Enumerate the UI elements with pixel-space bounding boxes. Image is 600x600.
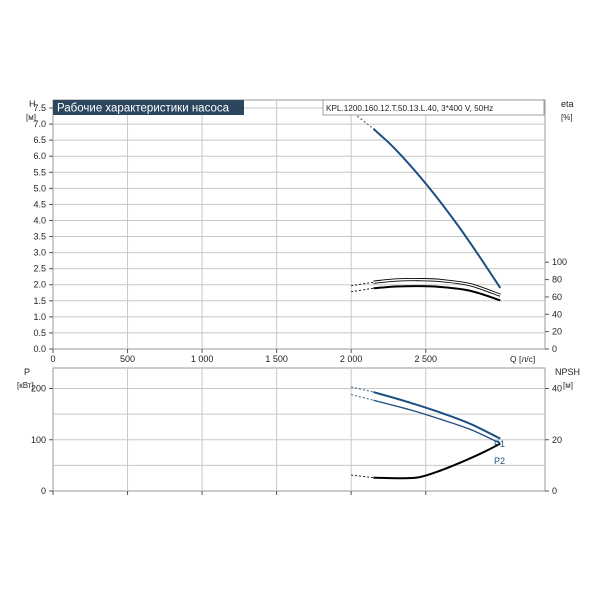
chart-title: Рабочие характеристики насоса — [57, 103, 230, 115]
right-tick-label: 20 — [552, 327, 562, 337]
eta-axis-label: eta — [561, 99, 574, 109]
right-tick-label: 40 — [552, 384, 562, 394]
y-tick-label: 7.5 — [33, 103, 46, 113]
y-tick-label: 6.0 — [33, 151, 46, 161]
p-axis-label: P — [24, 367, 30, 377]
p2-series-label: P2 — [494, 456, 505, 466]
title-background — [53, 100, 244, 115]
y-tick-label: 3.0 — [33, 248, 46, 258]
y-tick-label: 2.0 — [33, 280, 46, 290]
right-tick-label: 40 — [552, 309, 562, 319]
series-eta-lower-dashed — [351, 287, 374, 293]
npsh-axis-unit: [м] — [563, 381, 573, 390]
x-tick-label: 500 — [120, 354, 135, 364]
series-p1-dashed — [351, 386, 374, 393]
y-tick-label: 4.0 — [33, 215, 46, 225]
series-p1-line — [373, 391, 501, 440]
y-tick-label: 3.5 — [33, 232, 46, 242]
right-tick-label: 80 — [552, 275, 562, 285]
x-tick-label: 1 000 — [191, 354, 214, 364]
right-tick-label: 0 — [552, 486, 557, 496]
y-tick-label: 0 — [41, 486, 46, 496]
series-npsh-line — [373, 442, 501, 480]
series-eta-lower-line — [373, 285, 501, 302]
y-tick-label: 1.5 — [33, 296, 46, 306]
right-tick-label: 20 — [552, 435, 562, 445]
x-tick-label: 1 500 — [265, 354, 288, 364]
p-axis-unit: [кВт] — [17, 381, 34, 390]
y-tick-label: 4.5 — [33, 199, 46, 209]
y-tick-label: 6.5 — [33, 135, 46, 145]
series-h-line — [372, 128, 502, 289]
y-tick-label: 200 — [31, 384, 46, 394]
top-panel: 0 500 1 000 1 500 2 000 2 500 0.0 0.5 1.0 1.5 2.0 2… — [33, 99, 567, 364]
y-tick-label: 7.0 — [33, 119, 46, 129]
p1-series-label: P1 — [494, 439, 505, 449]
bottom-panel: 0 100 200 0 20 40 — [31, 367, 562, 496]
y-tick-label: 5.5 — [33, 167, 46, 177]
y-tick-label: 100 — [31, 435, 46, 445]
y-tick-label: 0.0 — [33, 344, 46, 354]
y-tick-label: 5.0 — [33, 183, 46, 193]
series-eta-upper-inner — [373, 278, 501, 296]
x-tick-label: 2 000 — [340, 354, 363, 364]
right-tick-label: 60 — [552, 292, 562, 302]
series-p2-line — [373, 399, 501, 444]
model-label: KPL.1200.160.12.T.50.13.L.40, 3*400 V, 5… — [326, 104, 493, 113]
right-tick-label: 0 — [552, 344, 557, 354]
npsh-axis-label: NPSH — [555, 367, 580, 377]
series-npsh-dashed — [351, 474, 374, 479]
x-tick-label: 2 500 — [414, 354, 437, 364]
right-tick-label: 100 — [552, 257, 567, 267]
q-axis-label: Q [л/с] — [510, 354, 535, 364]
h-axis-unit: [м] — [26, 113, 36, 122]
y-tick-label: 1.0 — [33, 312, 46, 322]
series-p2-dashed — [351, 394, 374, 401]
x-tick-label: 0 — [50, 354, 55, 364]
y-tick-label: 0.5 — [33, 328, 46, 338]
h-axis-label: H — [29, 99, 36, 109]
y-tick-label: 2.5 — [33, 264, 46, 274]
eta-axis-unit: [%] — [561, 113, 573, 122]
plot-area — [52, 99, 546, 350]
series-eta-upper-dashed — [351, 281, 374, 287]
model-label-box — [322, 99, 545, 116]
